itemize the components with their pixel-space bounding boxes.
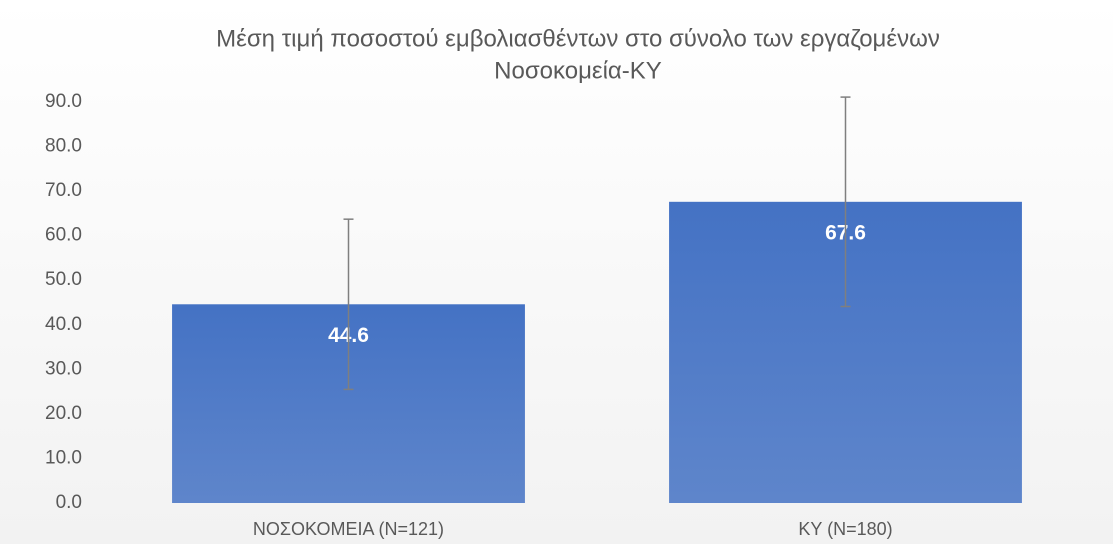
y-tick-label: 40.0: [45, 314, 82, 335]
y-tick-label: 80.0: [45, 136, 82, 157]
y-tick-label: 60.0: [45, 225, 82, 246]
chart-title: Μέση τιμή ποσοστού εμβολιασθέντων στο σύ…: [216, 25, 940, 52]
y-tick-label: 30.0: [45, 358, 82, 379]
y-tick-label: 90.0: [45, 91, 82, 112]
chart-subtitle: Νοσοκομεία-ΚΥ: [494, 57, 662, 84]
y-tick-label: 10.0: [45, 447, 82, 468]
y-tick-label: 20.0: [45, 403, 82, 424]
y-tick-label: 0.0: [56, 492, 82, 513]
x-tick-label: ΝΟΣΟΚΟΜΕΙΑ (N=121): [253, 519, 444, 539]
y-tick-label: 50.0: [45, 269, 82, 290]
y-tick-label: 70.0: [45, 180, 82, 201]
x-tick-label: ΚΥ (N=180): [798, 519, 892, 539]
